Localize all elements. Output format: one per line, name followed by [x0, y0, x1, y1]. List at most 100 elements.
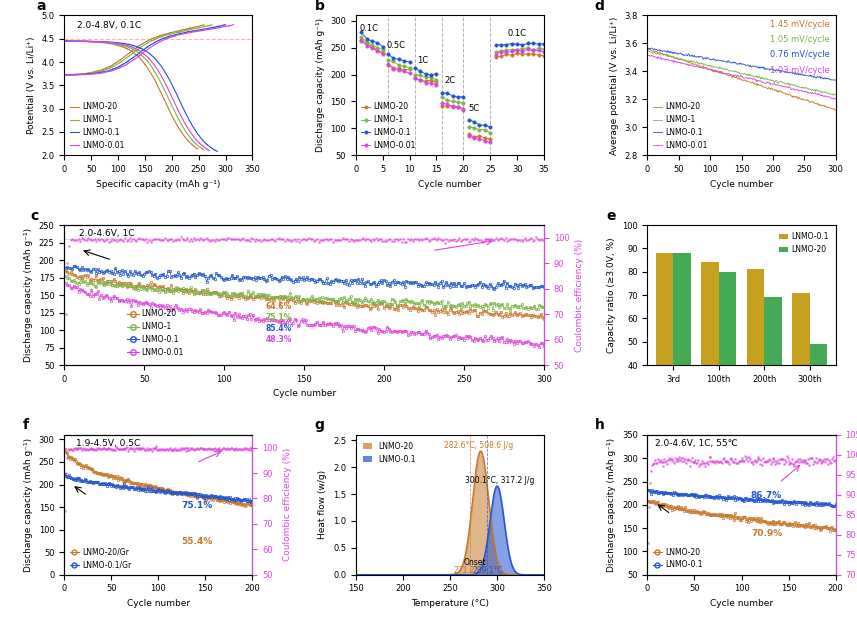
Text: 70.9%: 70.9%: [751, 528, 782, 538]
X-axis label: Cycle number: Cycle number: [710, 599, 773, 608]
LNMO-0.1: [644, 44, 654, 52]
Line: LNMO-20: LNMO-20: [359, 39, 385, 54]
LNMO-0.1: [64, 37, 75, 44]
Text: 0.76 mV/cycle: 0.76 mV/cycle: [770, 51, 830, 59]
Line: LNMO-0.1: LNMO-0.1: [648, 48, 836, 80]
LNMO-20: [755, 81, 765, 88]
LNMO-20: [139, 59, 149, 66]
LNMO-20: [644, 46, 654, 53]
LNMO-20: [643, 46, 653, 53]
LNMO-0.01: [644, 52, 655, 59]
LNMO-20: [644, 46, 655, 53]
LNMO-0.1: [372, 39, 382, 46]
Text: 1.45 mV/cycle: 1.45 mV/cycle: [770, 20, 830, 28]
Text: 0.1C: 0.1C: [507, 29, 526, 38]
Text: g: g: [315, 418, 324, 433]
LNMO-0.01: [129, 44, 140, 52]
Legend: LNMO-20, LNMO-1, LNMO-0.1, LNMO-0.01: LNMO-20, LNMO-1, LNMO-0.1, LNMO-0.01: [126, 308, 186, 358]
Text: 2.0-4.6V, 1C, 55℃: 2.0-4.6V, 1C, 55℃: [655, 439, 738, 448]
Text: 289.1°C: 289.1°C: [472, 565, 503, 575]
Bar: [793, 293, 810, 458]
LNMO-1: [644, 48, 654, 55]
Text: Onset: Onset: [464, 558, 487, 567]
Text: 86.7%: 86.7%: [751, 491, 782, 500]
LNMO-20: [378, 49, 388, 56]
Text: 75.1%: 75.1%: [181, 501, 213, 510]
Line: LNMO-1: LNMO-1: [359, 35, 385, 51]
LNMO-0.1: [142, 48, 153, 56]
Line: LNMO-0.1: LNMO-0.1: [359, 31, 385, 48]
LNMO-1: [372, 44, 382, 51]
Text: 282.6°C, 508.6 J/g: 282.6°C, 508.6 J/g: [444, 441, 512, 450]
Legend: LNMO-20/Gr, LNMO-0.1/Gr: LNMO-20/Gr, LNMO-0.1/Gr: [68, 546, 133, 571]
LNMO-20: [193, 145, 203, 153]
Text: a: a: [36, 0, 45, 13]
LNMO-0.01: [201, 145, 212, 152]
LNMO-20: [754, 82, 764, 89]
LNMO-0.01: [357, 36, 367, 44]
Legend: LNMO-20, LNMO-0.1: LNMO-20, LNMO-0.1: [360, 439, 418, 467]
LNMO-1: [830, 91, 841, 98]
LNMO-0.1: [185, 118, 195, 125]
Text: 0.5C: 0.5C: [387, 41, 405, 50]
LNMO-20: [813, 100, 824, 108]
Bar: [810, 344, 827, 458]
Line: LNMO-0.01: LNMO-0.01: [648, 56, 836, 99]
LNMO-1: [813, 88, 824, 95]
LNMO-20: [367, 43, 377, 51]
LNMO-0.01: [813, 90, 824, 98]
LNMO-1: [174, 116, 184, 124]
LNMO-0.1: [133, 44, 143, 51]
LNMO-20: [362, 40, 372, 47]
Text: d: d: [595, 0, 605, 13]
Bar: [719, 272, 736, 458]
Y-axis label: Coulombic efficiency (%): Coulombic efficiency (%): [575, 239, 584, 352]
LNMO-0.01: [830, 96, 841, 103]
LNMO-20: [758, 83, 769, 91]
LNMO-1: [367, 41, 377, 49]
LNMO-1: [643, 47, 653, 54]
LNMO-0.1: [59, 38, 69, 45]
Y-axis label: Discharge capacity (mAh g⁻¹): Discharge capacity (mAh g⁻¹): [608, 438, 616, 572]
LNMO-20: [372, 46, 382, 54]
LNMO-20: [168, 115, 178, 122]
LNMO-0.1: [813, 74, 824, 81]
Line: LNMO-20: LNMO-20: [648, 49, 836, 111]
Legend: LNMO-20, LNMO-0.1: LNMO-20, LNMO-0.1: [651, 546, 704, 571]
LNMO-0.1: [378, 43, 388, 50]
Text: 1.05 mV/cycle: 1.05 mV/cycle: [770, 35, 830, 44]
Bar: [764, 297, 782, 458]
LNMO-1: [63, 37, 74, 44]
X-axis label: Specific capacity (mAh g⁻¹): Specific capacity (mAh g⁻¹): [96, 180, 220, 188]
LNMO-1: [754, 72, 764, 80]
LNMO-1: [362, 38, 372, 46]
Text: h: h: [595, 418, 605, 433]
Line: LNMO-1: LNMO-1: [648, 51, 836, 95]
Line: LNMO-20: LNMO-20: [64, 41, 198, 149]
LNMO-1: [59, 37, 69, 44]
X-axis label: Cycle number: Cycle number: [127, 599, 190, 608]
LNMO-20: [801, 96, 812, 103]
LNMO-20: [830, 107, 841, 114]
LNMO-0.01: [754, 77, 764, 85]
LNMO-0.1: [754, 63, 764, 70]
Legend: LNMO-0.1, LNMO-20: LNMO-0.1, LNMO-20: [776, 229, 832, 257]
LNMO-0.01: [146, 57, 156, 65]
Text: 0.1C: 0.1C: [360, 23, 379, 33]
LNMO-0.01: [178, 117, 189, 125]
LNMO-0.1: [209, 146, 219, 153]
Text: e: e: [606, 209, 615, 222]
LNMO-1: [195, 144, 206, 151]
LNMO-1: [754, 74, 764, 81]
LNMO-1: [378, 46, 388, 53]
LNMO-0.1: [643, 45, 653, 53]
Legend: LNMO-20, LNMO-1, LNMO-0.1, LNMO-0.01: LNMO-20, LNMO-1, LNMO-0.1, LNMO-0.01: [651, 101, 709, 151]
Y-axis label: Capacity ratio (≥3.0V, %): Capacity ratio (≥3.0V, %): [608, 237, 616, 353]
LNMO-0.01: [59, 37, 69, 44]
LNMO-0.01: [138, 49, 148, 57]
Text: 75.1%: 75.1%: [266, 313, 292, 322]
Y-axis label: Average potential (V vs. Li/Li⁺): Average potential (V vs. Li/Li⁺): [610, 16, 619, 154]
LNMO-0.1: [151, 56, 161, 63]
LNMO-0.1: [755, 64, 765, 72]
LNMO-0.1: [830, 77, 841, 84]
